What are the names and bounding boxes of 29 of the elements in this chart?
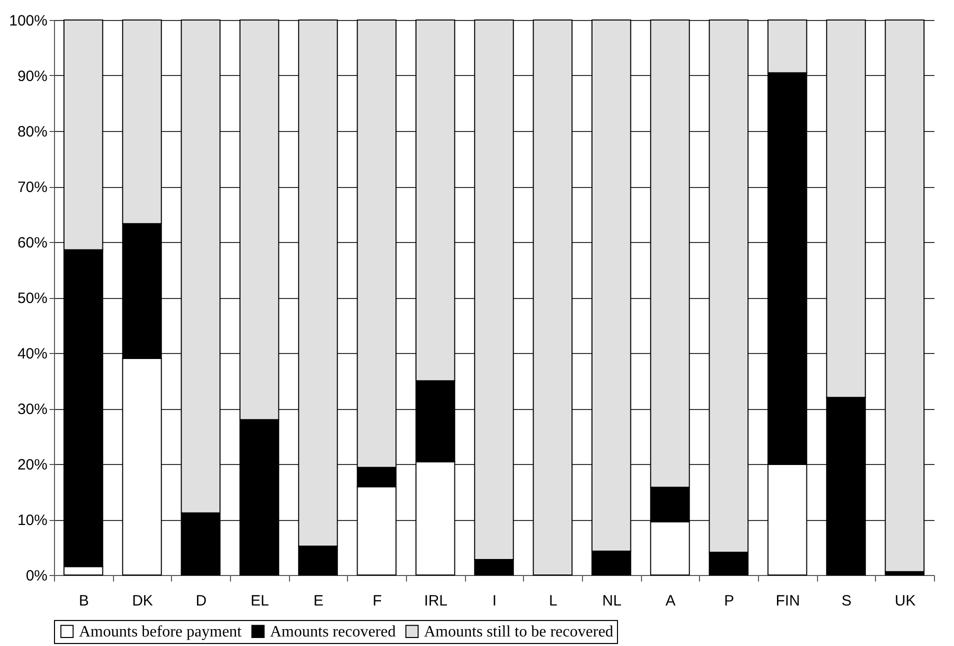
x-tick-label: E [313,592,324,610]
x-tick-label: L [548,592,558,610]
legend-label: Amounts still to be recovered [424,623,614,640]
y-tick-label: 90% [17,68,48,85]
y-tick-label: 0% [26,568,48,584]
y-tick-label: 60% [17,234,48,252]
x-tick-label: A [665,592,676,610]
x-tick-label: B [78,592,89,610]
y-tick-label: 80% [17,124,48,140]
x-tick-label: P [724,592,734,610]
x-tick-label: DK [132,592,153,610]
x-tick-label: I [492,592,497,610]
x-tick-label: F [372,592,382,610]
x-tick-label: S [841,592,852,610]
y-tick-label: 70% [17,179,48,196]
y-tick-label: 50% [17,290,48,307]
y-tick-label: 10% [17,512,48,529]
y-tick-label: 30% [17,401,48,418]
legend-label: Amounts recovered [270,623,396,640]
x-tick-label: NL [602,592,622,610]
legend-label: Amounts before payment [79,623,242,640]
y-tick-label: 100% [9,12,48,30]
x-tick-label: D [196,592,207,610]
x-tick-label: EL [250,592,270,610]
y-tick-label: 40% [17,346,48,362]
y-tick-label: 20% [17,456,48,474]
x-tick-label: IRL [424,592,448,610]
x-tick-label: UK [894,592,916,610]
x-tick-label: FIN [776,592,800,610]
